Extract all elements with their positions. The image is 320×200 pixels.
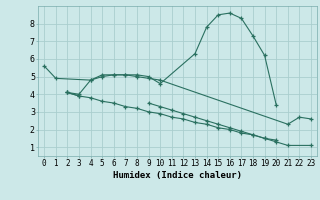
X-axis label: Humidex (Indice chaleur): Humidex (Indice chaleur) bbox=[113, 171, 242, 180]
